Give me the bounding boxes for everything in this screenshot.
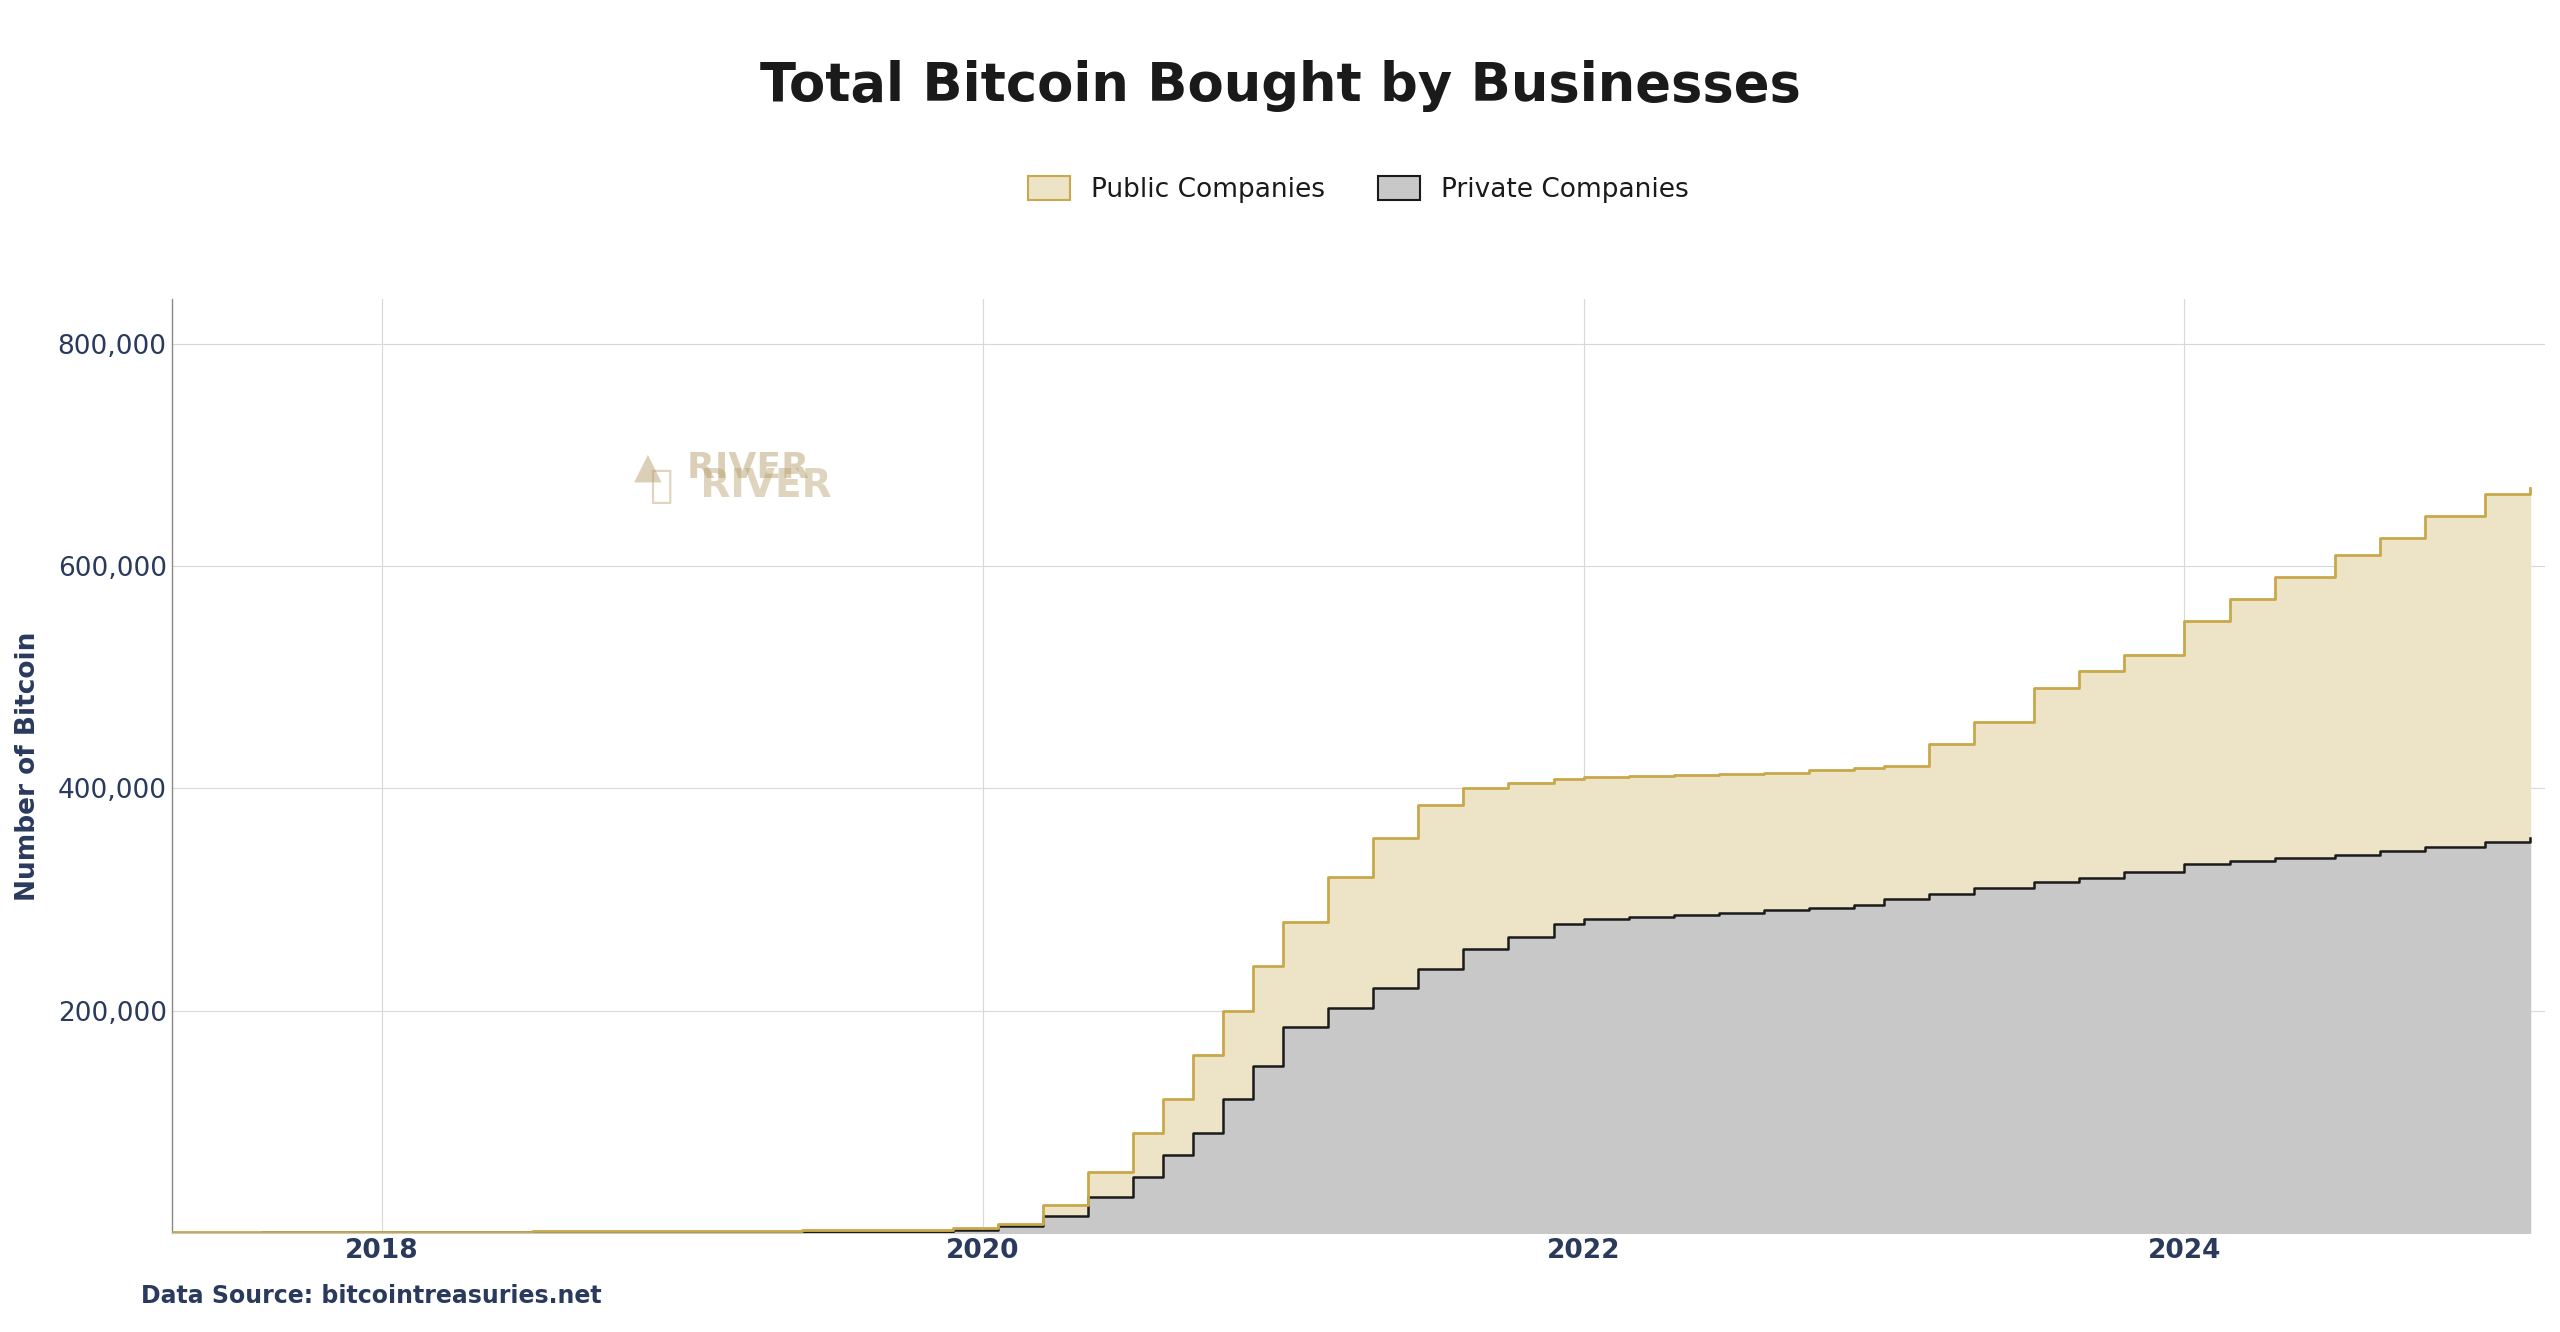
Text: ▲  RIVER: ▲ RIVER (635, 450, 809, 485)
Text: Total Bitcoin Bought by Businesses: Total Bitcoin Bought by Businesses (760, 60, 1800, 112)
Text: Data Source: bitcointreasuries.net: Data Source: bitcointreasuries.net (141, 1284, 602, 1308)
Y-axis label: Number of Bitcoin: Number of Bitcoin (15, 631, 41, 900)
Legend: Public Companies, Private Companies: Public Companies, Private Companies (1014, 163, 1702, 216)
Text: ⛰  RIVER: ⛰ RIVER (650, 466, 832, 505)
